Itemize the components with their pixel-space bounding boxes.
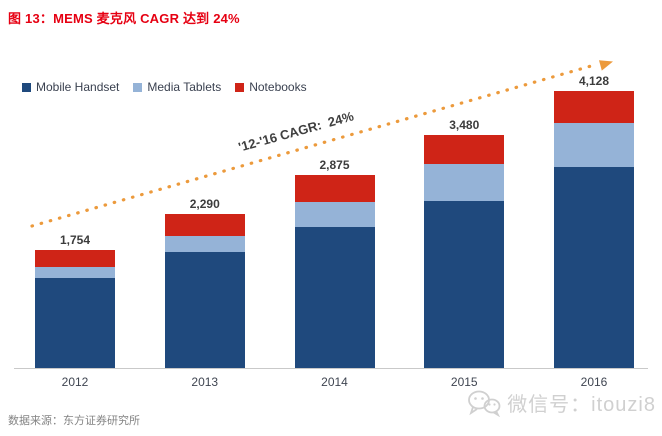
bar-segment-mobile-handset bbox=[164, 251, 245, 368]
x-axis-label: 2012 bbox=[61, 375, 89, 389]
legend-label-notebooks: Notebooks bbox=[249, 80, 307, 94]
legend-item-mobile-handset: Mobile Handset bbox=[22, 80, 119, 94]
x-axis-label: 2015 bbox=[450, 375, 478, 389]
bar-group-2012: 1,754 bbox=[35, 233, 115, 368]
watermark-text: 微信号：itouzi8 bbox=[507, 394, 656, 416]
bar-segment-media-tablets bbox=[35, 267, 115, 279]
bar-segment-mobile-handset bbox=[35, 278, 115, 368]
bar-segment-media-tablets bbox=[164, 235, 245, 252]
bar-total-label: 1,754 bbox=[59, 233, 91, 248]
page-title: 图 13：MEMS 麦克风 CAGR 达到 24% bbox=[8, 11, 240, 26]
source-note: 数据来源：东方证券研究所 bbox=[8, 415, 140, 427]
legend-item-media-tablets: Media Tablets bbox=[133, 80, 221, 94]
chart-legend: Mobile Handset Media Tablets Notebooks bbox=[22, 80, 307, 94]
x-axis-label: 2014 bbox=[321, 375, 348, 389]
legend-marker-mobile-handset bbox=[22, 82, 31, 92]
x-axis-label: 2016 bbox=[580, 375, 608, 389]
bar-segment-mobile-handset bbox=[294, 227, 375, 368]
bar-segment-mobile-handset bbox=[424, 201, 505, 368]
wechat-icon bbox=[468, 390, 501, 417]
legend-item-notebooks: Notebooks bbox=[235, 80, 307, 94]
x-axis-line bbox=[14, 368, 648, 369]
legend-label-mobile-handset: Mobile Handset bbox=[36, 80, 120, 94]
watermark: 微信号：itouzi8 bbox=[467, 388, 656, 417]
legend-marker-media-tablets bbox=[133, 82, 143, 92]
legend-label-media-tablets: Media Tablets bbox=[147, 80, 222, 94]
legend-marker-notebooks bbox=[235, 82, 245, 92]
x-axis-label: 2013 bbox=[191, 375, 219, 389]
bar-segment-notebooks bbox=[35, 250, 115, 268]
